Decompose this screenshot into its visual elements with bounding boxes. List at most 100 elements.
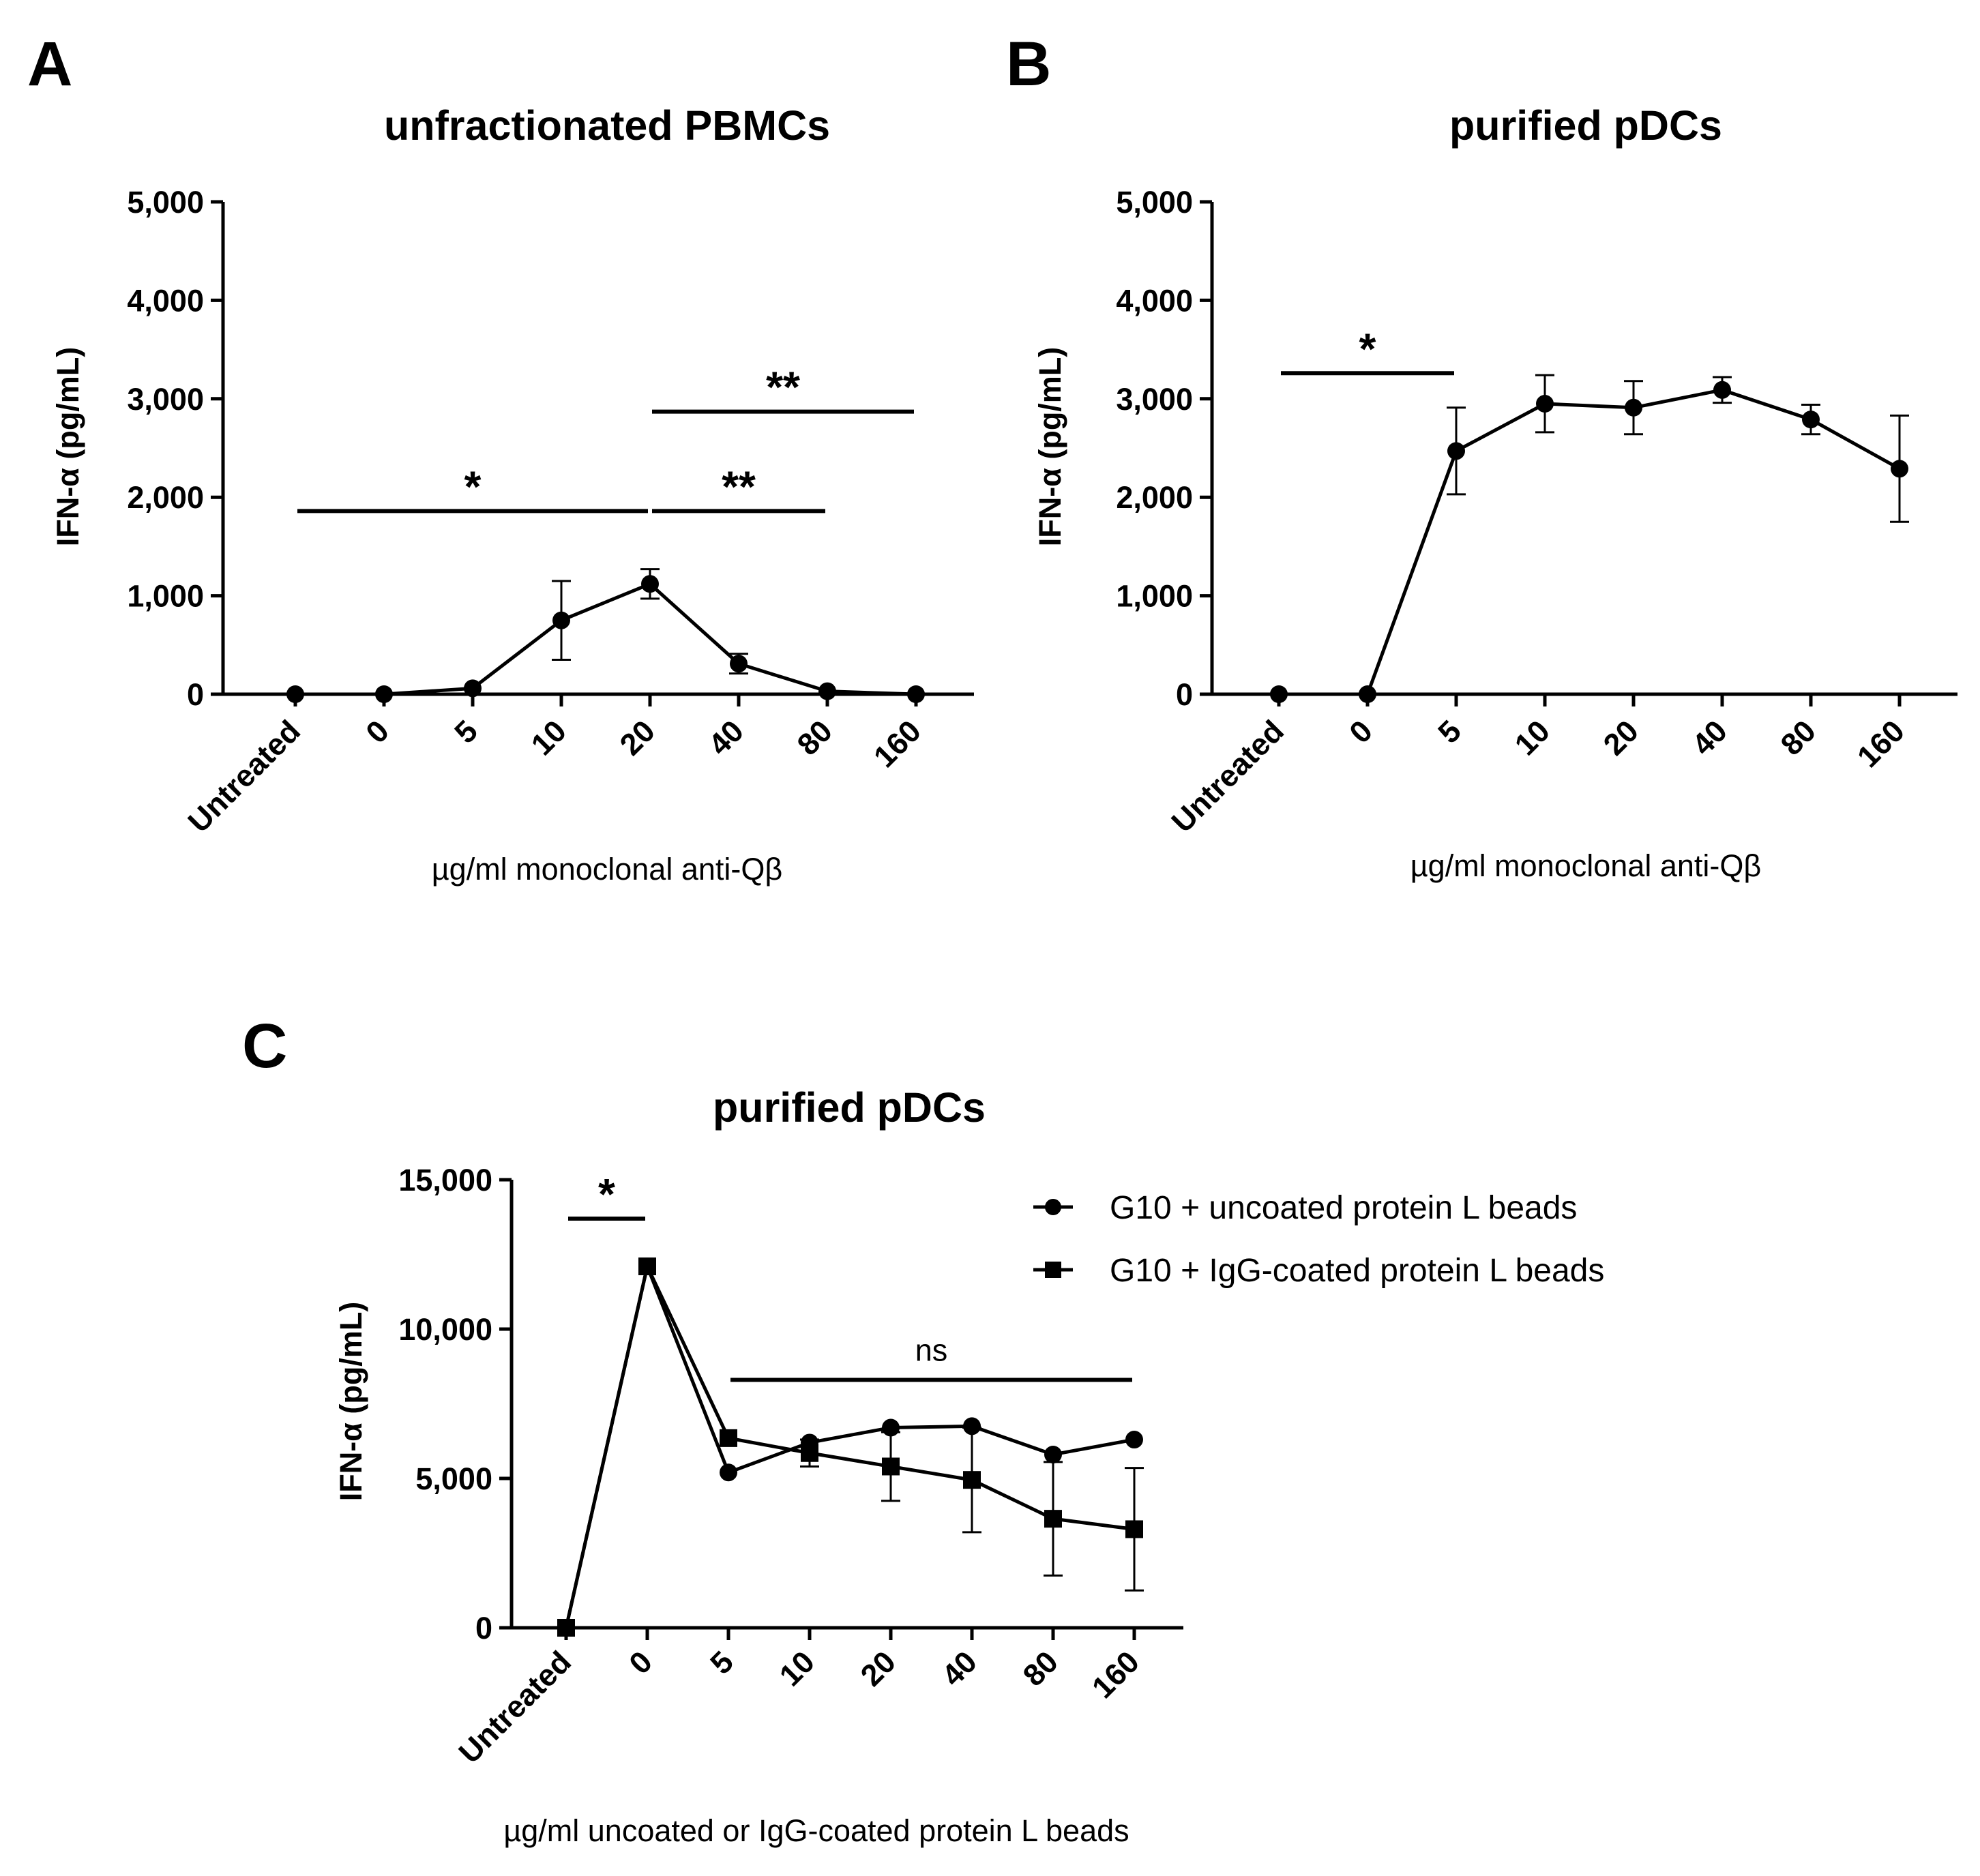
x-tick-label: 40	[935, 1644, 984, 1693]
data-point-square	[801, 1444, 818, 1462]
y-tick-label: 0	[1176, 677, 1193, 712]
y-tick-label: 10,000	[398, 1312, 492, 1347]
x-axis-label: µg/ml uncoated or IgG-coated protein L b…	[503, 1813, 1129, 1848]
x-tick-label: Untreated	[181, 713, 307, 839]
data-point-circle	[730, 655, 748, 673]
data-point-circle	[464, 679, 482, 698]
y-tick-label: 3,000	[1116, 382, 1193, 417]
series-2	[557, 1257, 1144, 1637]
series-line	[1279, 388, 1901, 696]
data-point-square	[1125, 1520, 1143, 1538]
data-point-square	[638, 1257, 656, 1276]
x-tick-label: 160	[1085, 1644, 1146, 1705]
x-tick-label: 0	[622, 1644, 659, 1681]
data-point-circle	[1536, 395, 1554, 413]
significance-label: *	[1359, 324, 1376, 373]
x-tick-label: 10	[773, 1644, 821, 1693]
data-point-circle	[1802, 411, 1820, 429]
y-axis-label: IFN-α (pg/mL)	[50, 347, 85, 547]
data-point-circle	[1713, 381, 1731, 399]
y-axis-label: IFN-α (pg/mL)	[1033, 347, 1067, 547]
panel-label: A	[27, 29, 72, 99]
data-point-circle	[1270, 685, 1288, 703]
x-tick-label: 0	[359, 713, 396, 750]
panel-label: B	[1006, 29, 1051, 99]
data-point-square	[1044, 1510, 1062, 1528]
data-point-square	[882, 1457, 900, 1476]
y-tick-label: 4,000	[127, 283, 204, 318]
y-tick-label: 1,000	[1116, 579, 1193, 614]
panel-label: C	[242, 1011, 287, 1081]
data-point-square	[963, 1471, 981, 1489]
data-point-circle	[1125, 1431, 1143, 1449]
data-point-circle	[1359, 685, 1376, 703]
y-tick-label: 2,000	[1116, 480, 1193, 515]
x-tick-label: 40	[1685, 713, 1734, 762]
x-tick-label: 20	[613, 713, 662, 762]
significance-label: *	[598, 1170, 615, 1219]
x-axis-label: µg/ml monoclonal anti-Qβ	[1410, 848, 1762, 883]
legend-label: G10 + IgG-coated protein L beads	[1110, 1253, 1604, 1289]
x-tick-label: 5	[703, 1644, 740, 1681]
series-line	[564, 1264, 1135, 1628]
x-tick-label: 80	[1016, 1644, 1065, 1693]
data-point-circle	[963, 1417, 981, 1435]
x-tick-label: 20	[1597, 713, 1645, 762]
y-tick-label: 5,000	[415, 1461, 492, 1496]
chart-title: purified pDCs	[1449, 102, 1722, 149]
x-tick-label: 160	[867, 713, 928, 774]
legend-label: G10 + uncoated protein L beads	[1110, 1190, 1577, 1226]
y-tick-label: 3,000	[127, 382, 204, 417]
data-point-circle	[552, 611, 570, 629]
data-point-square	[557, 1619, 575, 1637]
x-tick-label: 20	[854, 1644, 902, 1693]
x-tick-label: 5	[447, 713, 484, 750]
x-tick-label: 10	[524, 713, 573, 762]
significance-label: ns	[915, 1332, 948, 1367]
chart-title: purified pDCs	[713, 1084, 986, 1131]
data-point-circle	[1044, 1445, 1062, 1463]
x-tick-label: 160	[1850, 713, 1911, 774]
x-axis-label: µg/ml monoclonal anti-Qβ	[432, 852, 783, 887]
legend: G10 + uncoated protein L beads G10 + IgG-…	[1033, 1190, 1604, 1289]
legend-marker-circle	[1045, 1199, 1061, 1215]
x-tick-label: 5	[1431, 713, 1468, 750]
data-point-circle	[720, 1463, 737, 1482]
x-tick-label: 10	[1508, 713, 1556, 762]
data-point-circle	[375, 685, 393, 703]
series-1	[1270, 374, 1909, 703]
y-tick-label: 5,000	[127, 185, 204, 220]
x-tick-label: 80	[1774, 713, 1822, 762]
data-point-circle	[1891, 460, 1908, 478]
y-tick-label: 2,000	[127, 480, 204, 515]
significance-label: **	[766, 363, 800, 412]
y-tick-label: 15,000	[398, 1163, 492, 1197]
x-tick-label: Untreated	[1164, 713, 1290, 839]
significance-label: **	[722, 462, 756, 511]
y-tick-label: 0	[187, 677, 204, 712]
y-tick-label: 4,000	[1116, 283, 1193, 318]
y-axis-label: IFN-α (pg/mL)	[334, 1302, 368, 1502]
series-1	[286, 568, 925, 703]
x-tick-label: Untreated	[452, 1644, 578, 1770]
data-point-circle	[1447, 442, 1465, 460]
y-tick-label: 5,000	[1116, 185, 1193, 220]
y-tick-label: 0	[475, 1611, 492, 1646]
data-point-circle	[1625, 398, 1642, 417]
legend-marker-square	[1045, 1262, 1061, 1278]
data-point-circle	[641, 575, 659, 593]
series-line	[564, 1264, 1135, 1628]
x-tick-label: 40	[702, 713, 750, 762]
significance-label: *	[464, 462, 482, 511]
x-tick-label: 80	[790, 713, 839, 762]
data-point-square	[720, 1429, 737, 1447]
data-point-circle	[818, 682, 836, 700]
data-point-circle	[907, 685, 925, 703]
series-1	[557, 1257, 1143, 1637]
data-point-circle	[286, 685, 304, 703]
y-tick-label: 1,000	[127, 579, 204, 614]
